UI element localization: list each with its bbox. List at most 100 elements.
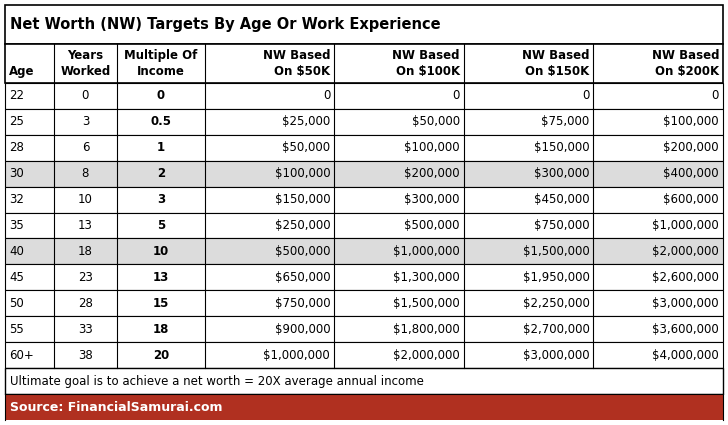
Text: 13: 13 — [78, 219, 93, 232]
Text: 55: 55 — [9, 323, 24, 336]
Text: 2: 2 — [157, 167, 165, 180]
Text: $600,000: $600,000 — [663, 193, 719, 206]
Text: 28: 28 — [78, 297, 93, 310]
Text: 1: 1 — [157, 141, 165, 154]
Bar — [5, 342, 723, 368]
Text: $150,000: $150,000 — [534, 141, 590, 154]
Text: $50,000: $50,000 — [411, 115, 460, 128]
Text: $100,000: $100,000 — [663, 115, 719, 128]
Text: 0: 0 — [712, 89, 719, 102]
Text: 0: 0 — [582, 89, 590, 102]
Text: On $50K: On $50K — [274, 65, 331, 79]
Text: 35: 35 — [9, 219, 24, 232]
Text: 25: 25 — [9, 115, 24, 128]
Text: $200,000: $200,000 — [663, 141, 719, 154]
Text: $1,000,000: $1,000,000 — [264, 348, 331, 362]
Bar — [5, 238, 723, 264]
Text: 0: 0 — [452, 89, 460, 102]
Text: $2,700,000: $2,700,000 — [523, 323, 590, 336]
Text: 20: 20 — [153, 348, 169, 362]
Text: 0: 0 — [157, 89, 165, 102]
Text: Source: FinancialSamurai.com: Source: FinancialSamurai.com — [10, 400, 223, 414]
Text: $1,000,000: $1,000,000 — [393, 245, 460, 258]
Text: 0: 0 — [323, 89, 331, 102]
Text: $3,600,000: $3,600,000 — [652, 323, 719, 336]
Text: 15: 15 — [153, 297, 169, 310]
Text: $150,000: $150,000 — [274, 193, 331, 206]
Text: 38: 38 — [78, 348, 92, 362]
Text: $4,000,000: $4,000,000 — [652, 348, 719, 362]
Text: NW Based: NW Based — [392, 49, 460, 62]
Text: NW Based: NW Based — [263, 49, 331, 62]
Text: $2,000,000: $2,000,000 — [652, 245, 719, 258]
Text: $100,000: $100,000 — [404, 141, 460, 154]
Text: 3: 3 — [82, 115, 89, 128]
Text: $75,000: $75,000 — [541, 115, 590, 128]
Text: $100,000: $100,000 — [274, 167, 331, 180]
Text: $1,800,000: $1,800,000 — [393, 323, 460, 336]
Text: 10: 10 — [153, 245, 169, 258]
Text: $3,000,000: $3,000,000 — [523, 348, 590, 362]
Bar — [5, 187, 723, 212]
Bar — [5, 5, 723, 44]
Text: 5: 5 — [157, 219, 165, 232]
Text: $1,950,000: $1,950,000 — [523, 271, 590, 284]
Bar — [5, 109, 723, 135]
Text: On $200K: On $200K — [655, 65, 719, 79]
Text: 0: 0 — [82, 89, 89, 102]
Text: 22: 22 — [9, 89, 24, 102]
Text: 13: 13 — [153, 271, 169, 284]
Text: 0.5: 0.5 — [150, 115, 171, 128]
Text: $300,000: $300,000 — [534, 167, 590, 180]
Text: 45: 45 — [9, 271, 24, 284]
Text: Age: Age — [9, 65, 34, 79]
Text: $250,000: $250,000 — [274, 219, 331, 232]
Bar — [5, 290, 723, 316]
Text: 60+: 60+ — [9, 348, 33, 362]
Text: $200,000: $200,000 — [404, 167, 460, 180]
Text: 18: 18 — [78, 245, 93, 258]
Bar — [5, 44, 723, 83]
Text: On $100K: On $100K — [396, 65, 460, 79]
Bar — [5, 83, 723, 109]
Bar — [5, 135, 723, 161]
Text: $650,000: $650,000 — [274, 271, 331, 284]
Bar — [5, 264, 723, 290]
Text: 18: 18 — [153, 323, 169, 336]
Text: 33: 33 — [78, 323, 92, 336]
Text: $25,000: $25,000 — [282, 115, 331, 128]
Text: $400,000: $400,000 — [663, 167, 719, 180]
Text: $750,000: $750,000 — [274, 297, 331, 310]
Text: $50,000: $50,000 — [282, 141, 331, 154]
Text: $1,300,000: $1,300,000 — [393, 271, 460, 284]
Text: $450,000: $450,000 — [534, 193, 590, 206]
Text: $1,500,000: $1,500,000 — [393, 297, 460, 310]
Bar — [5, 161, 723, 187]
Text: NW Based: NW Based — [652, 49, 719, 62]
Text: 23: 23 — [78, 271, 93, 284]
Text: 40: 40 — [9, 245, 24, 258]
Text: Multiple Of: Multiple Of — [124, 49, 197, 62]
Text: Income: Income — [137, 65, 185, 79]
Text: $1,500,000: $1,500,000 — [523, 245, 590, 258]
Text: 3: 3 — [157, 193, 165, 206]
Text: $2,000,000: $2,000,000 — [393, 348, 460, 362]
Text: Worked: Worked — [60, 65, 111, 79]
Text: $900,000: $900,000 — [274, 323, 331, 336]
Text: 6: 6 — [82, 141, 89, 154]
Text: 28: 28 — [9, 141, 24, 154]
Bar — [5, 368, 723, 394]
Bar — [5, 394, 723, 420]
Text: On $150K: On $150K — [525, 65, 590, 79]
Text: $500,000: $500,000 — [274, 245, 331, 258]
Text: 30: 30 — [9, 167, 24, 180]
Text: $500,000: $500,000 — [404, 219, 460, 232]
Text: 8: 8 — [82, 167, 89, 180]
Text: 32: 32 — [9, 193, 24, 206]
Text: $3,000,000: $3,000,000 — [652, 297, 719, 310]
Text: 50: 50 — [9, 297, 24, 310]
Text: Ultimate goal is to achieve a net worth = 20X average annual income: Ultimate goal is to achieve a net worth … — [10, 374, 424, 388]
Text: $1,000,000: $1,000,000 — [652, 219, 719, 232]
Text: $750,000: $750,000 — [534, 219, 590, 232]
Text: NW Based: NW Based — [522, 49, 590, 62]
